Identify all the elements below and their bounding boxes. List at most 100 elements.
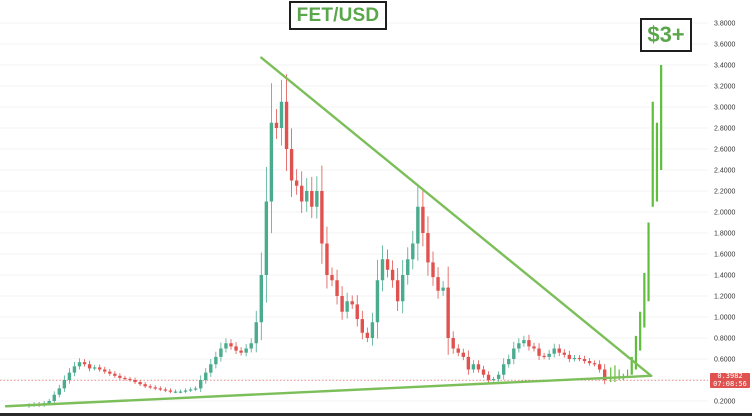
candle-body bbox=[597, 364, 602, 370]
candle-body bbox=[375, 280, 380, 323]
y-tick-label: 3.8000 bbox=[714, 21, 736, 28]
candle-body bbox=[163, 389, 168, 391]
candle-body bbox=[118, 375, 122, 378]
candle-body bbox=[62, 380, 67, 389]
last-price-value: 0.3982 bbox=[717, 372, 743, 380]
candle-body bbox=[52, 394, 56, 401]
y-tick-label: 1.8000 bbox=[714, 231, 736, 238]
candle-body bbox=[461, 352, 465, 357]
candle-body bbox=[199, 380, 203, 389]
candle-body bbox=[577, 357, 582, 360]
candle-body bbox=[239, 350, 243, 353]
candle-body bbox=[214, 356, 218, 365]
candle-body bbox=[390, 269, 395, 281]
candle-body bbox=[87, 364, 92, 369]
candle-body bbox=[426, 233, 430, 263]
candle-body bbox=[183, 390, 188, 392]
candle-body bbox=[153, 387, 157, 389]
candle-body bbox=[385, 259, 390, 270]
candle-body bbox=[279, 101, 284, 128]
support-trendline bbox=[4, 374, 653, 408]
candle-body bbox=[522, 340, 526, 344]
candle-body bbox=[491, 378, 496, 381]
candle-body bbox=[335, 280, 339, 296]
candle-body bbox=[289, 149, 294, 181]
candle-body bbox=[532, 346, 536, 349]
candle-body bbox=[446, 287, 450, 338]
candle-body bbox=[330, 275, 334, 281]
candle-body bbox=[284, 101, 289, 149]
candle-body bbox=[451, 338, 455, 349]
candle-body bbox=[411, 243, 415, 260]
y-tick-label: 2.8000 bbox=[714, 126, 736, 133]
candle-body bbox=[128, 378, 132, 381]
candle-body bbox=[103, 369, 107, 372]
candle-body bbox=[294, 180, 299, 186]
candle-body bbox=[456, 348, 460, 353]
y-tick-label: 3.6000 bbox=[714, 42, 736, 49]
candle-body bbox=[502, 364, 506, 375]
y-tick-label: 0.2000 bbox=[714, 399, 736, 406]
candle-body bbox=[158, 388, 162, 390]
candle-body bbox=[133, 380, 137, 383]
candle-body bbox=[310, 191, 314, 207]
y-tick-label: 0.6000 bbox=[714, 357, 736, 364]
candle-body bbox=[370, 322, 375, 338]
candle-body bbox=[552, 348, 556, 354]
candle-body bbox=[395, 280, 400, 302]
candle-body bbox=[82, 362, 87, 365]
y-tick-label: 3.4000 bbox=[714, 63, 736, 70]
y-tick-label: 1.4000 bbox=[714, 273, 736, 280]
candle-body bbox=[259, 275, 263, 323]
candle-body bbox=[496, 374, 501, 379]
y-tick-label: 1.2000 bbox=[714, 294, 736, 301]
candle-body bbox=[229, 343, 233, 347]
candle-body bbox=[219, 348, 223, 357]
y-tick-label: 2.0000 bbox=[714, 210, 736, 217]
y-tick-label: 2.6000 bbox=[714, 147, 736, 154]
candle-body bbox=[466, 356, 471, 370]
chart-title: FET/USD bbox=[289, 1, 387, 30]
candle-body bbox=[168, 390, 173, 392]
candle-body bbox=[431, 262, 435, 278]
price-target-label: $3+ bbox=[640, 18, 692, 52]
candle-body bbox=[486, 374, 491, 380]
candle-body bbox=[305, 191, 309, 202]
candle-body bbox=[345, 301, 349, 312]
candle-body bbox=[355, 304, 359, 320]
candle-body bbox=[562, 352, 566, 355]
candle-body bbox=[603, 369, 607, 380]
candle-body bbox=[113, 373, 117, 376]
candle-body bbox=[254, 322, 258, 344]
candle-body bbox=[360, 319, 364, 333]
y-tick-label: 2.4000 bbox=[714, 168, 736, 175]
y-tick-label: 1.6000 bbox=[714, 252, 736, 259]
price-axis: 3.8000 3.6000 3.4000 3.2000 3.0000 2.8000 2.60… bbox=[714, 21, 736, 406]
candle-body bbox=[567, 354, 572, 359]
bottom-border bbox=[0, 413, 752, 416]
candle-body bbox=[401, 275, 405, 302]
candle-body bbox=[592, 363, 597, 365]
candles-layer bbox=[27, 74, 607, 408]
candle-body bbox=[269, 122, 274, 202]
candle-body bbox=[325, 243, 329, 275]
candle-body bbox=[72, 366, 77, 373]
candle-body bbox=[527, 340, 531, 347]
candle-body bbox=[476, 364, 481, 370]
projection-layer bbox=[610, 65, 663, 383]
candle-body bbox=[512, 348, 516, 359]
candle-body bbox=[204, 372, 208, 380]
candle-body bbox=[542, 355, 546, 358]
candle-body bbox=[547, 353, 551, 357]
candle-body bbox=[108, 371, 112, 374]
candle-body bbox=[148, 386, 152, 388]
candle-body bbox=[138, 382, 142, 385]
candle-body bbox=[537, 348, 541, 356]
candle-body bbox=[436, 277, 440, 291]
candle-body bbox=[173, 391, 178, 393]
candle-body bbox=[300, 185, 304, 202]
trendline-layer bbox=[4, 56, 653, 408]
resistance-trendline bbox=[260, 56, 653, 377]
candle-body bbox=[557, 348, 561, 353]
